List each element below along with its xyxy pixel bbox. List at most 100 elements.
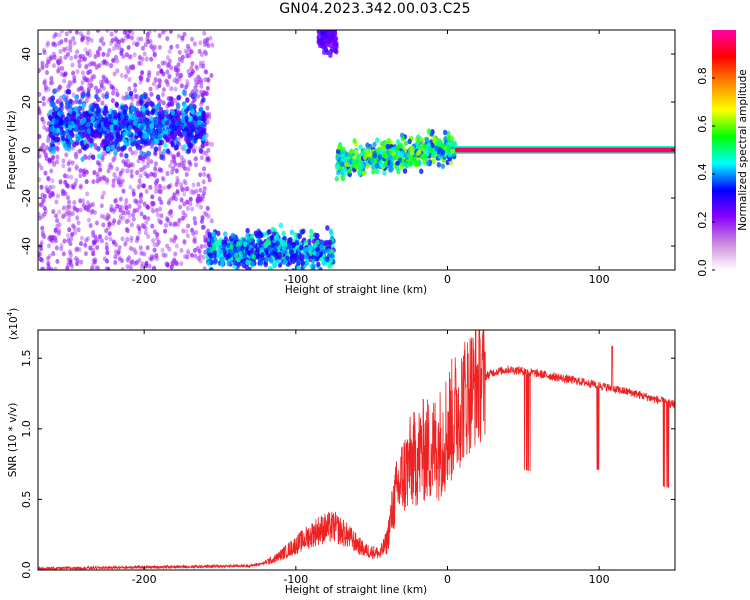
spectral-point	[87, 48, 92, 54]
spectral-point	[419, 168, 424, 175]
spectral-point	[257, 233, 262, 239]
spectral-point	[230, 250, 235, 257]
spectral-point	[164, 128, 169, 135]
spectral-point	[203, 77, 208, 83]
spectral-point	[114, 54, 119, 60]
spectral-point	[305, 259, 310, 265]
spectral-point	[66, 195, 71, 201]
spectral-point	[200, 214, 205, 220]
spectral-point	[199, 83, 204, 89]
spectral-point	[165, 55, 170, 61]
spectral-point	[42, 193, 47, 199]
spectral-point	[195, 245, 200, 251]
spectral-point	[105, 212, 110, 218]
spectral-point	[172, 98, 177, 104]
spectral-point	[130, 162, 135, 168]
spectral-point	[157, 167, 162, 173]
spectral-point	[48, 54, 53, 60]
spectral-point	[132, 120, 138, 126]
spectral-point	[176, 222, 181, 228]
spectral-point	[105, 123, 110, 130]
spectral-point	[113, 242, 118, 248]
spectral-point	[42, 101, 47, 107]
spectral-point	[158, 106, 164, 113]
spectral-point	[42, 124, 47, 130]
spectral-point	[253, 230, 259, 237]
spectral-point	[113, 30, 118, 34]
spectral-point	[109, 204, 114, 210]
spectral-point	[128, 184, 133, 190]
spectral-point	[349, 148, 354, 155]
spectral-point	[199, 80, 204, 86]
spectral-point	[171, 165, 176, 171]
spectral-point	[111, 46, 116, 52]
spectral-point	[426, 128, 432, 134]
spectral-point	[193, 253, 198, 259]
spectral-point	[124, 65, 129, 71]
spectral-point	[39, 246, 44, 252]
spectral-point	[191, 231, 196, 237]
spectral-point	[86, 217, 91, 223]
spectral-point	[142, 133, 147, 140]
spectral-point	[424, 136, 430, 143]
spectral-point	[90, 115, 95, 122]
spectral-point	[51, 209, 56, 215]
spectral-point	[141, 151, 146, 158]
spectral-point	[84, 64, 89, 70]
spectral-point	[358, 164, 363, 171]
spectral-point	[135, 170, 140, 176]
spectral-point	[163, 142, 168, 149]
spectral-point	[403, 140, 409, 146]
spectral-point	[123, 242, 128, 248]
spectral-point	[326, 23, 330, 29]
spectral-point	[71, 36, 76, 42]
spectral-point	[70, 160, 75, 166]
spectral-point	[130, 246, 135, 252]
spectral-point	[97, 46, 102, 52]
spectral-point	[199, 155, 204, 161]
spectral-point	[99, 203, 104, 209]
spectral-point	[88, 245, 93, 251]
spectral-point	[181, 228, 186, 234]
spectrogram-ytick-label: 20	[20, 95, 33, 109]
spectral-point	[52, 128, 58, 134]
spectral-point	[148, 100, 154, 107]
spectral-point	[445, 147, 450, 154]
spectral-point	[206, 173, 211, 179]
spectral-point	[154, 138, 160, 145]
spectral-point	[268, 246, 273, 253]
spectral-point	[68, 241, 73, 247]
spectral-point	[43, 170, 48, 176]
spectral-point	[120, 114, 125, 120]
spectral-point	[173, 251, 178, 257]
spectral-point	[207, 177, 212, 183]
spectral-point	[53, 42, 58, 48]
colorbar-label: Normalized spectral amplitude	[737, 69, 749, 230]
spectral-point	[61, 163, 66, 169]
spectral-point	[186, 128, 191, 134]
spectral-point	[65, 174, 70, 180]
spectral-point	[433, 145, 439, 152]
spectral-point	[157, 196, 162, 202]
spectral-point	[41, 197, 46, 203]
spectral-point	[185, 97, 190, 103]
spectral-point	[102, 59, 107, 65]
spectral-point	[42, 49, 47, 55]
spectral-point	[167, 74, 172, 80]
spectral-point	[107, 221, 112, 227]
spectral-point	[184, 115, 189, 122]
spectral-point	[229, 244, 234, 250]
spectral-point	[73, 230, 78, 236]
spectral-point	[86, 116, 92, 122]
spectral-point	[175, 78, 180, 84]
spectral-point	[149, 56, 154, 62]
spectral-point	[161, 30, 166, 35]
spectral-point	[154, 253, 159, 259]
spectral-point	[81, 88, 86, 94]
spectral-point	[110, 144, 115, 151]
spectral-point	[78, 31, 83, 37]
spectral-point	[110, 57, 115, 63]
spectral-point	[39, 184, 44, 190]
spectral-point	[189, 189, 194, 195]
spectrogram-ylabel: Frequency (Hz)	[6, 110, 18, 189]
